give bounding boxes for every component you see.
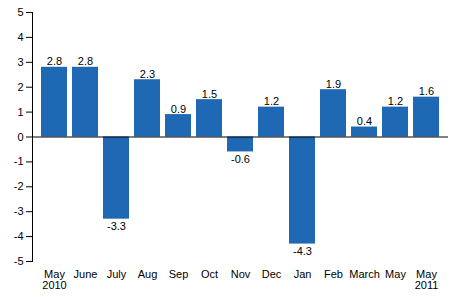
svg-text:2.8: 2.8 — [78, 55, 93, 67]
svg-text:1.5: 1.5 — [202, 88, 217, 100]
svg-text:-3.3: -3.3 — [107, 220, 126, 232]
svg-text:0: 0 — [17, 131, 23, 143]
svg-text:-0.6: -0.6 — [231, 153, 250, 165]
svg-text:-5: -5 — [14, 255, 24, 267]
svg-text:3: 3 — [17, 56, 23, 68]
svg-text:2.3: 2.3 — [140, 68, 155, 80]
svg-text:2.8: 2.8 — [47, 55, 62, 67]
svg-text:4: 4 — [17, 31, 23, 43]
svg-text:0.9: 0.9 — [171, 103, 186, 115]
svg-text:Sep: Sep — [169, 268, 189, 280]
svg-text:Feb: Feb — [324, 268, 343, 280]
svg-text:May2011: May2011 — [415, 268, 439, 291]
svg-text:May2010: May2010 — [42, 268, 66, 291]
svg-text:July: July — [107, 268, 127, 280]
svg-text:1.6: 1.6 — [419, 85, 434, 97]
svg-text:Nov: Nov — [231, 268, 251, 280]
svg-text:May: May — [385, 268, 406, 280]
svg-text:0.4: 0.4 — [357, 115, 372, 127]
svg-text:-3: -3 — [14, 205, 24, 217]
svg-text:Aug: Aug — [138, 268, 158, 280]
svg-text:2: 2 — [17, 81, 23, 93]
svg-text:5: 5 — [17, 6, 23, 18]
svg-text:-4: -4 — [14, 230, 24, 242]
svg-text:1.2: 1.2 — [388, 95, 403, 107]
svg-text:-4.3: -4.3 — [293, 245, 312, 257]
svg-text:1: 1 — [17, 106, 23, 118]
svg-text:Jan: Jan — [294, 268, 312, 280]
svg-text:-1: -1 — [14, 155, 24, 167]
svg-text:Dec: Dec — [262, 268, 282, 280]
svg-text:1.2: 1.2 — [264, 95, 279, 107]
svg-text:Oct: Oct — [201, 268, 218, 280]
svg-text:1.9: 1.9 — [326, 78, 341, 90]
svg-text:June: June — [74, 268, 98, 280]
svg-text:-2: -2 — [14, 180, 24, 192]
svg-text:March: March — [349, 268, 380, 280]
